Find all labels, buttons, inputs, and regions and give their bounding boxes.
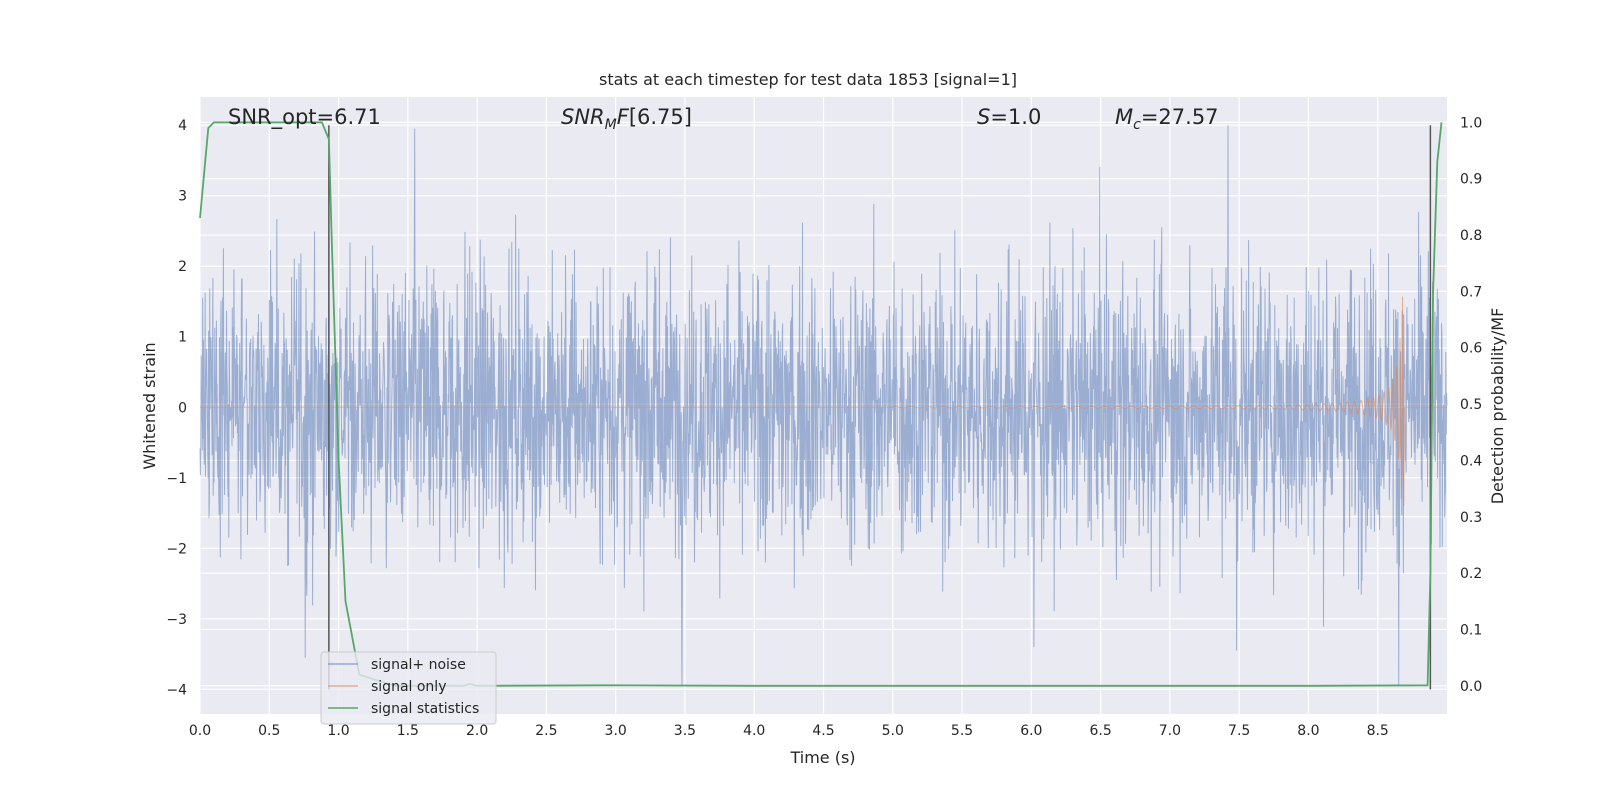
x-tick-label: 1.0: [327, 723, 349, 739]
y-tick-label-right: 0.7: [1460, 284, 1482, 300]
y-axis-label: Whitened strain: [140, 342, 159, 469]
y-tick-label-right: 0.8: [1460, 228, 1482, 244]
legend: signal+ noise signal only signal statist…: [320, 651, 497, 725]
x-tick-label: 5.5: [951, 723, 973, 739]
x-tick-label: 7.0: [1159, 723, 1181, 739]
y-tick-label-right: 0.0: [1460, 679, 1482, 695]
y-ticks: −4 −3 −2 −1 0 1 2 3 4: [166, 118, 187, 698]
x-tick-label: 6.0: [1020, 723, 1042, 739]
y-tick-label: −2: [166, 541, 187, 557]
x-tick-label: 8.0: [1297, 723, 1319, 739]
x-tick-label: 0.0: [189, 723, 211, 739]
annotation-mc: Mc=27.57: [1115, 105, 1219, 133]
x-tick-label: 2.5: [535, 723, 557, 739]
y-ticks-right: 0.0 0.1 0.2 0.3 0.4 0.5 0.6 0.7 0.8 0.9 1.0: [1460, 115, 1482, 694]
y-tick-label: −3: [166, 612, 187, 628]
y-tick-label-right: 0.9: [1460, 172, 1482, 188]
x-tick-label: 4.5: [812, 723, 834, 739]
signal-only-line: [200, 296, 1447, 507]
annotation-s: S=1.0: [977, 105, 1041, 129]
annotation-snr-opt: SNR_opt=6.71: [228, 105, 381, 130]
y-tick-label: 0: [178, 400, 187, 416]
y-tick-label: −1: [166, 471, 187, 487]
y-tick-label: 4: [178, 118, 187, 134]
x-tick-label: 6.5: [1089, 723, 1111, 739]
x-tick-label: 0.5: [258, 723, 280, 739]
x-tick-label: 8.5: [1367, 723, 1389, 739]
y-tick-label-right: 0.2: [1460, 566, 1482, 582]
x-ticks: 0.0 0.5 1.0 1.5 2.0 2.5 3.0 3.5 4.0 4.5 5.0 5.5 6.0 6…: [189, 723, 1389, 739]
y-tick-label: 3: [178, 189, 187, 205]
signal-plus-noise-line: [199, 125, 1448, 686]
chart-title: stats at each timestep for test data 185…: [599, 70, 1017, 89]
x-tick-label: 3.0: [605, 723, 627, 739]
legend-label-signal-only: signal only: [371, 679, 446, 695]
y-tick-label: 2: [178, 259, 187, 275]
y-tick-label-right: 0.5: [1460, 397, 1482, 413]
x-tick-label: 5.0: [882, 723, 904, 739]
annotation-mc-value: =27.57: [1141, 105, 1219, 129]
x-axis-label: Time (s): [789, 748, 855, 767]
annotation-s-value: =1.0: [990, 105, 1041, 129]
annotation-snr-mf: SNRMF[6.75]: [561, 105, 692, 133]
x-tick-label: 7.5: [1228, 723, 1250, 739]
y-tick-label-right: 1.0: [1460, 115, 1482, 131]
x-tick-label: 1.5: [397, 723, 419, 739]
y-tick-label-right: 0.4: [1460, 453, 1482, 469]
series-signal-only: [200, 296, 1447, 507]
y-axis-label-right: Detection probability/MF: [1488, 308, 1507, 505]
legend-label-signal-statistics: signal statistics: [371, 701, 479, 717]
y-tick-label-right: 0.6: [1460, 341, 1482, 357]
x-tick-label: 3.5: [674, 723, 696, 739]
x-tick-label: 2.0: [466, 723, 488, 739]
legend-box: [320, 651, 497, 725]
annotation-snr-mf-value: [6.75]: [629, 105, 692, 129]
series-signal-plus-noise: [199, 125, 1448, 686]
y-tick-label-right: 0.1: [1460, 622, 1482, 638]
x-tick-label: 4.0: [743, 723, 765, 739]
y-tick-label: 1: [178, 330, 187, 346]
y-tick-label: −4: [166, 682, 187, 698]
legend-label-signal-plus-noise: signal+ noise: [371, 657, 466, 673]
y-tick-label-right: 0.3: [1460, 510, 1482, 526]
